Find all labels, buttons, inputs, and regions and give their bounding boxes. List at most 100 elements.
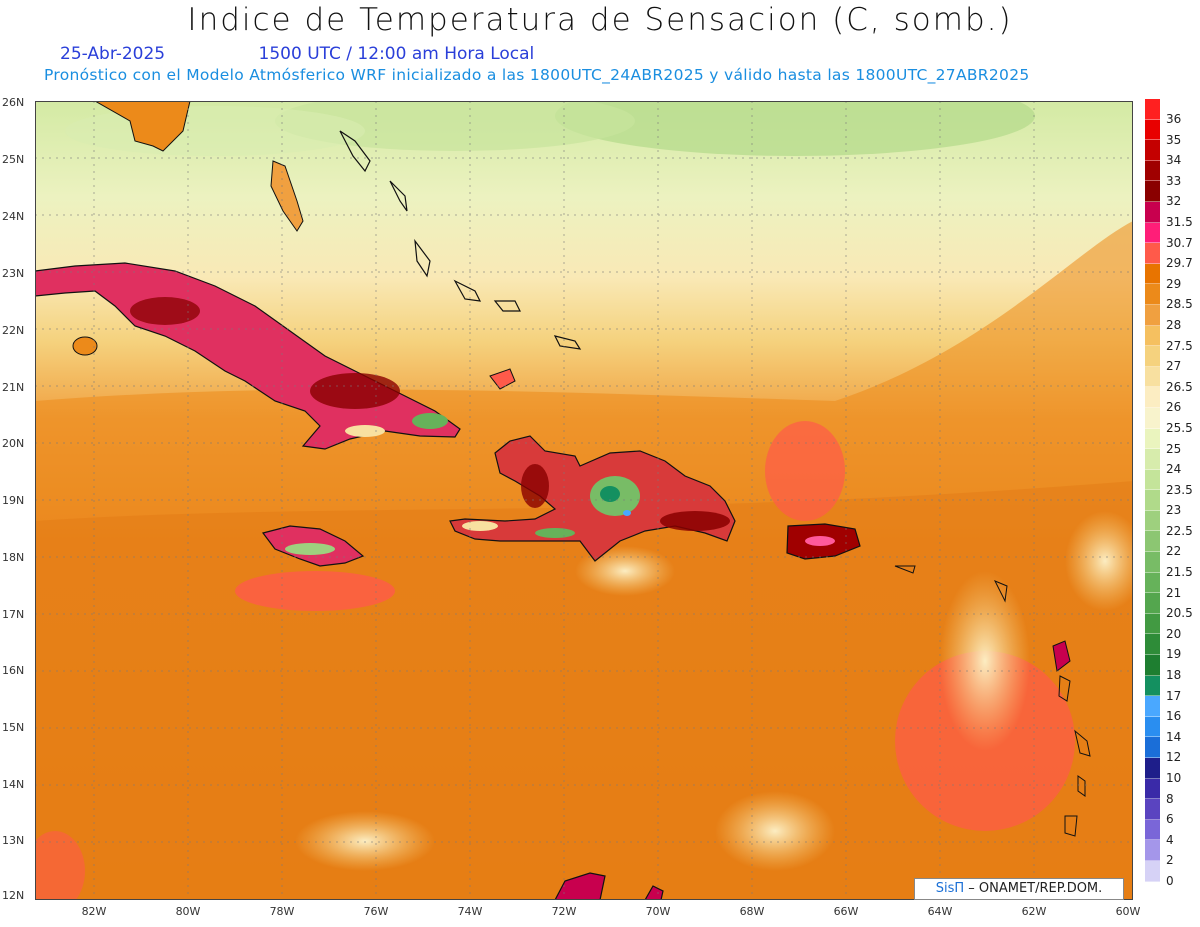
lon-label-80w: 80W xyxy=(175,905,201,918)
legend-value-label: 32 xyxy=(1166,194,1182,209)
lon-label-66w: 66W xyxy=(833,905,859,918)
legend-value-label: 10 xyxy=(1166,771,1182,785)
legend-value-label: 24 xyxy=(1166,462,1182,477)
legend-swatch xyxy=(1145,263,1160,285)
sispi-logo: SisΠ xyxy=(935,881,965,896)
lat-label-16n: 16N xyxy=(2,664,25,677)
legend-value-label: 34 xyxy=(1166,153,1182,168)
credit-text: – ONAMET/REP.DOM. xyxy=(968,881,1103,896)
lon-label-76w: 76W xyxy=(363,905,389,918)
legend-swatch xyxy=(1145,572,1160,594)
legend-value-label: 14 xyxy=(1166,729,1182,744)
legend-value-label: 20 xyxy=(1166,626,1182,641)
legend-value-label: 21.5 xyxy=(1166,565,1193,580)
lon-label-78w: 78W xyxy=(269,905,295,918)
credit-box: SisΠ – ONAMET/REP.DOM. xyxy=(914,878,1124,900)
legend-swatch xyxy=(1145,140,1160,161)
legend-value-label: 22 xyxy=(1166,544,1182,559)
forecast-date: 25-Abr-2025 xyxy=(60,44,166,64)
legend-swatch xyxy=(1145,840,1160,861)
lat-label-15n: 15N xyxy=(2,721,25,734)
chart-title: Indice de Temperatura de Sensacion (C, s… xyxy=(187,2,1013,38)
legend-value-label: 29 xyxy=(1166,276,1182,291)
lon-label-70w: 70W xyxy=(645,905,671,918)
legend-swatch xyxy=(1145,304,1160,326)
legend-swatch xyxy=(1145,758,1160,779)
legend-value-label: 0 xyxy=(1166,873,1174,888)
legend-value-label: 30.7 xyxy=(1166,235,1193,250)
model-init-note: Pronóstico con el Modelo Atmósferico WRF… xyxy=(44,66,1030,84)
legend-value-label: 4 xyxy=(1166,832,1174,847)
legend-swatch xyxy=(1145,552,1160,573)
valid-time-line: 25-Abr-2025 1500 UTC / 12:00 am Hora Loc… xyxy=(60,44,622,64)
legend-swatch xyxy=(1145,201,1160,223)
legend-value-label: 36 xyxy=(1166,112,1182,126)
legend-swatch xyxy=(1145,675,1160,697)
legend-value-label: 29.7 xyxy=(1166,256,1193,271)
legend-swatch xyxy=(1145,696,1160,717)
legend-swatch xyxy=(1145,655,1160,676)
legend-swatch xyxy=(1145,387,1160,408)
legend-value-label: 18 xyxy=(1166,668,1182,683)
legend-swatch xyxy=(1145,490,1160,511)
legend-value-label: 17 xyxy=(1166,688,1182,703)
lat-label-25n: 25N xyxy=(2,153,25,166)
legend-swatch xyxy=(1145,860,1160,882)
legend-swatch xyxy=(1145,634,1160,656)
legend-value-label: 26 xyxy=(1166,400,1182,415)
legend-value-label: 2 xyxy=(1166,853,1174,868)
legend-swatch xyxy=(1145,284,1160,305)
legend-swatch xyxy=(1145,160,1160,182)
legend-swatch xyxy=(1145,799,1160,820)
lat-label-13n: 13N xyxy=(2,834,25,847)
lat-label-12n: 12N xyxy=(2,889,25,902)
legend-swatch xyxy=(1145,346,1160,367)
lat-label-23n: 23N xyxy=(2,267,25,280)
legend-value-label: 23 xyxy=(1166,503,1182,518)
lat-label-17n: 17N xyxy=(2,608,25,621)
legend-value-label: 21 xyxy=(1166,585,1182,600)
legend-swatch xyxy=(1145,716,1160,738)
legend-value-label: 35 xyxy=(1166,132,1182,147)
legend-swatch xyxy=(1145,510,1160,532)
color-legend-bar xyxy=(1145,99,1160,882)
lat-label-20n: 20N xyxy=(2,437,25,450)
lat-label-21n: 21N xyxy=(2,381,25,394)
legend-value-label: 22.5 xyxy=(1166,523,1193,538)
legend-value-label: 20.5 xyxy=(1166,606,1193,621)
legend-swatch xyxy=(1145,243,1160,264)
legend-value-label: 31.5 xyxy=(1166,214,1193,229)
legend-swatch xyxy=(1145,181,1160,202)
legend-swatch xyxy=(1145,613,1160,635)
legend-value-label: 27 xyxy=(1166,359,1182,374)
lon-label-68w: 68W xyxy=(739,905,765,918)
legend-swatch xyxy=(1145,778,1160,800)
legend-value-label: 27.5 xyxy=(1166,338,1193,353)
lon-label-74w: 74W xyxy=(457,905,483,918)
legend-swatch xyxy=(1145,407,1160,429)
map-canvas xyxy=(35,101,1133,900)
legend-value-label: 26.5 xyxy=(1166,379,1193,394)
legend-value-label: 6 xyxy=(1166,812,1174,827)
legend-swatch xyxy=(1145,593,1160,614)
lat-label-18n: 18N xyxy=(2,551,25,564)
legend-swatch xyxy=(1145,366,1160,388)
legend-value-label: 33 xyxy=(1166,173,1182,188)
lat-label-26n: 26N xyxy=(2,96,25,109)
legend-swatch xyxy=(1145,449,1160,470)
color-legend-labels: 36 35 34 33 32 31.5 30.7 29.7 29 28.5 28 27.5 27 26.5… xyxy=(1166,99,1193,888)
legend-value-label: 25 xyxy=(1166,441,1182,456)
lon-label-62w: 62W xyxy=(1021,905,1047,918)
legend-swatch xyxy=(1145,222,1160,244)
legend-swatch xyxy=(1145,99,1160,120)
lat-label-24n: 24N xyxy=(2,210,25,223)
legend-value-label: 19 xyxy=(1166,647,1182,662)
legend-value-label: 23.5 xyxy=(1166,482,1193,497)
legend-swatch xyxy=(1145,531,1160,553)
legend-value-label: 28.5 xyxy=(1166,297,1193,312)
legend-swatch xyxy=(1145,819,1160,841)
legend-value-label: 12 xyxy=(1166,750,1182,765)
lon-label-60w: 60W xyxy=(1115,905,1141,918)
legend-value-label: 25.5 xyxy=(1166,420,1193,435)
legend-swatch xyxy=(1145,469,1160,491)
